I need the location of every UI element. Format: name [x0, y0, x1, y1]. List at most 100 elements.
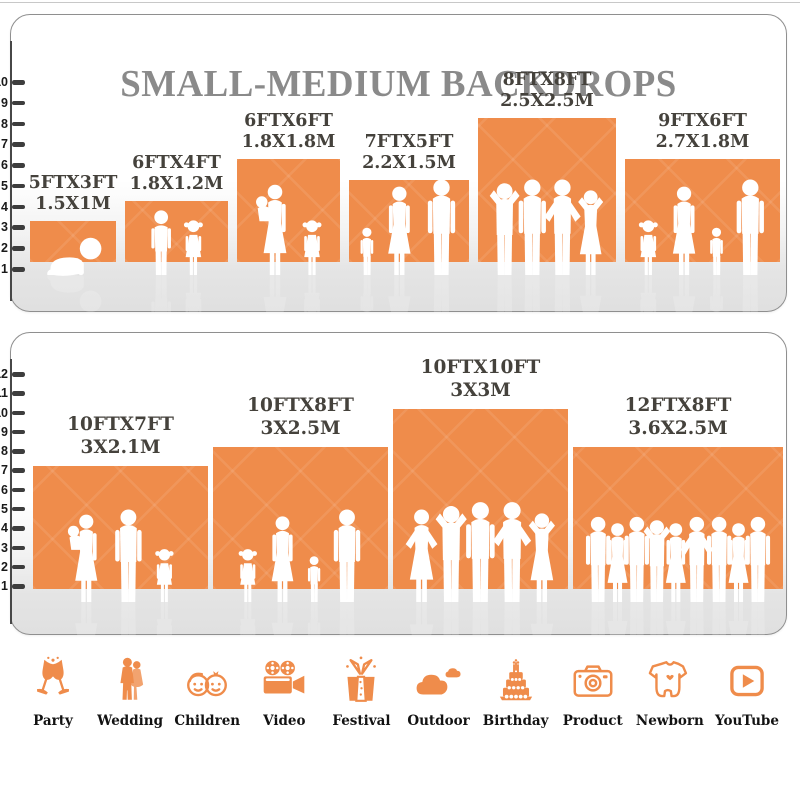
- axis-tick-label: 2: [1, 559, 8, 574]
- axis-tick: [12, 372, 25, 377]
- size-feet-text: 9FTX6FT: [658, 111, 747, 131]
- axis-tick: [12, 506, 25, 512]
- axis-tick-label: 10: [0, 405, 8, 420]
- axis-tick: [12, 410, 25, 416]
- backdrop-size-label: 7FTX5FT 2.2X1.5M: [314, 132, 504, 174]
- people-silhouettes: [489, 179, 604, 371]
- axis-tick-label: 8: [1, 116, 8, 131]
- figure-girl: [238, 549, 257, 602]
- people-silhouettes: [405, 502, 555, 702]
- newborn-onesie-icon: [648, 661, 688, 698]
- backdrop-bar-8ftx8ft: [478, 118, 616, 371]
- axis-tick: [12, 183, 25, 189]
- top-divider-line: [0, 2, 800, 3]
- size-feet-text: 7FTX5FT: [364, 132, 454, 152]
- figure-woman: [728, 523, 749, 602]
- figure-man: [736, 179, 764, 275]
- axis-tick-label: 3: [1, 220, 8, 235]
- category-label: Outdoor: [407, 713, 470, 729]
- page-title: SMALL-MEDIUM BACKDROPS: [120, 63, 677, 106]
- figure-woman: [271, 516, 294, 602]
- backdrop-size-label: 10FTX7FT 3X2.1M: [26, 414, 216, 459]
- axis-tick: [12, 204, 25, 210]
- party-toast-icon: [36, 656, 70, 695]
- backdrop-size-label: 6FTX4FT 1.8X1.2M: [82, 153, 272, 195]
- size-feet-text: 5FTX3FT: [28, 173, 118, 193]
- figure-man: [745, 516, 771, 602]
- panel1-axis-line: [9, 41, 12, 301]
- category-label: Newborn: [635, 713, 704, 729]
- backdrop-size-label: 9FTX6FT 2.7X1.8M: [608, 111, 798, 153]
- figure-boy: [151, 210, 171, 275]
- category-newborn: Newborn: [633, 656, 707, 729]
- figure-man-hands-on-hips: [680, 516, 714, 602]
- size-feet-text: 8FTX8FT: [502, 70, 592, 90]
- product-camera-icon: [573, 665, 613, 697]
- axis-tick-label: 5: [1, 501, 8, 516]
- figure-girl: [302, 220, 322, 275]
- figure-woman-holding-baby: [67, 514, 98, 602]
- figure-woman-holding-baby: [256, 184, 287, 275]
- backdrop-bar-7ftx5ft: [349, 179, 469, 371]
- figure-woman-hands-on-hips: [405, 509, 438, 602]
- size-meters-text: 2.5X2.5M: [500, 91, 594, 111]
- size-meters-text: 2.2X1.5M: [362, 153, 456, 173]
- outdoor-clouds-icon: [416, 668, 461, 695]
- people-silhouettes: [47, 237, 102, 313]
- figure-woman: [672, 186, 696, 275]
- axis-tick-label: 2: [1, 241, 8, 256]
- axis-tick: [12, 449, 25, 454]
- axis-tick-label: 7: [1, 137, 8, 152]
- backdrop-size-label: 12FTX8FT 3.6X2.5M: [583, 395, 773, 440]
- axis-tick-label: 1: [1, 579, 8, 593]
- axis-tick-label: 7: [1, 463, 8, 478]
- axis-tick: [12, 100, 25, 106]
- video-camera-icon: [264, 660, 305, 694]
- figure-man: [706, 516, 732, 602]
- people-silhouettes: [151, 210, 203, 340]
- backdrop-size-label: 5FTX3FT 1.5X1M: [0, 173, 168, 215]
- backdrop-size-label: 8FTX8FT 2.5X2.5M: [452, 70, 642, 112]
- category-label: Children: [174, 713, 241, 729]
- people-silhouettes: [238, 509, 361, 695]
- axis-tick-label: 12: [0, 367, 8, 381]
- size-feet-text: 6FTX6FT: [244, 111, 333, 131]
- axis-tick: [12, 564, 25, 570]
- axis-tick-label: 4: [1, 521, 8, 536]
- size-feet-text: 12FTX8FT: [624, 395, 732, 416]
- size-meters-text: 1.8X1.2M: [129, 174, 224, 194]
- backdrop-size-label: 10FTX10FT 3X3M: [386, 357, 576, 402]
- figure-child: [710, 227, 723, 275]
- figure-crawling-baby: [47, 237, 102, 276]
- category-outdoor: Outdoor: [402, 656, 476, 729]
- axis-tick: [12, 225, 25, 230]
- category-row: Party Wedding Children Video Festival Ou…: [16, 656, 784, 729]
- people-silhouettes: [585, 516, 771, 688]
- panel2-axis-line: [9, 359, 12, 624]
- axis-tick-label: 8: [1, 444, 8, 459]
- figure-man: [333, 509, 361, 602]
- backdrop-bar-6ftx4ft: [125, 201, 228, 340]
- backdrop-bar-10ftx7ft: [33, 466, 208, 695]
- axis-tick: [12, 526, 25, 531]
- axis-tick: [12, 142, 25, 147]
- festival-gift-icon: [346, 656, 377, 702]
- category-label: Birthday: [482, 713, 549, 729]
- figure-man-hands-on-hips: [544, 179, 581, 275]
- wedding-couple-icon: [120, 657, 144, 700]
- backdrop-bar-6ftx6ft: [237, 159, 340, 366]
- figure-woman: [607, 523, 628, 602]
- small-backdrops-panel: SMALL-MEDIUM BACKDROPS 1 2 3 4 5 6 7 8 9 10 5FTX3…: [0, 14, 787, 371]
- axis-tick: [12, 468, 25, 473]
- backdrop-size-label: 6FTX6FT 1.8X1.8M: [194, 111, 384, 153]
- axis-tick: [12, 545, 25, 550]
- birthday-cake-icon: [499, 659, 532, 701]
- axis-tick-label: 6: [1, 158, 8, 173]
- figure-child: [307, 556, 321, 602]
- medium-backdrops-panel: 123456789101112 10FTX7FT 3X2.1M 10FTX8FT…: [0, 332, 787, 702]
- axis-tick-label: 6: [1, 482, 8, 497]
- category-children: Children: [170, 656, 244, 729]
- backdrop-bar-5ftx3ft: [30, 221, 116, 313]
- axis-tick: [12, 267, 25, 272]
- axis-tick: [12, 121, 25, 126]
